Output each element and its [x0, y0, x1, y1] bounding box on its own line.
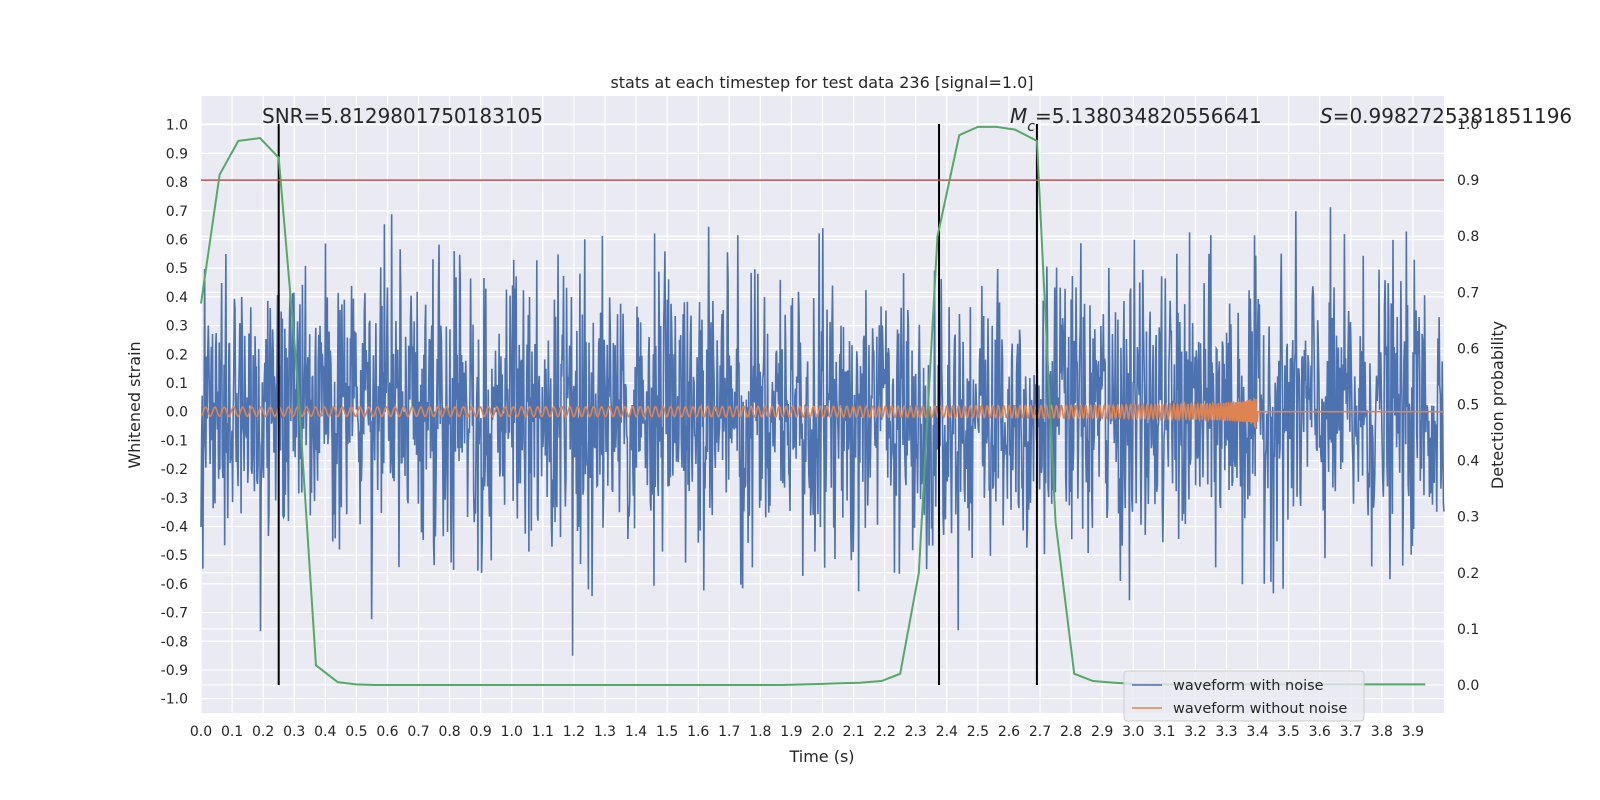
y-tick-label: 0.8	[166, 175, 188, 191]
x-tick-label: 1.6	[687, 724, 709, 740]
x-tick-label: 3.7	[1340, 724, 1362, 740]
annotation-chirp-mass-subscript: c	[1027, 119, 1035, 135]
x-tick-label: 3.1	[1153, 724, 1175, 740]
x-tick-label: 1.8	[749, 724, 771, 740]
annotation-s-symbol: S	[1320, 104, 1333, 128]
y-tick-label: 1.0	[166, 118, 188, 134]
x-tick-label: 2.9	[1091, 724, 1113, 740]
x-tick-label: 1.3	[594, 724, 616, 740]
annotation-chirp-mass-symbol: M	[1010, 104, 1027, 128]
line-waveform-without-noise	[200, 397, 1444, 429]
annotation-chirp-mass: Mc=5.138034820556641	[1010, 104, 1262, 135]
y2-tick-label: 0.7	[1457, 285, 1479, 301]
y2-tick-label: 0.1	[1457, 622, 1479, 638]
y-axis-label: Whitened strain	[125, 341, 144, 468]
x-tick-label: 0.8	[438, 724, 460, 740]
x-tick-label: 2.7	[1029, 724, 1051, 740]
x-axis-ticks: 0.0 0.1 0.2 0.3 0.4 0.5 0.6 0.7 0.8 0.9 1.0 1.1 1.2 1…	[190, 724, 1424, 740]
x-tick-label: 2.5	[967, 724, 989, 740]
x-tick-label: 1.7	[718, 724, 740, 740]
y-tick-label: -0.9	[161, 663, 188, 679]
y2-axis-ticks: 1.0 0.9 0.8 0.7 0.6 0.5 0.4 0.3 0.2 0.1 0.0	[1457, 117, 1479, 694]
legend-frame	[1123, 670, 1365, 722]
annotation-s: S=0.9982725381851196	[1320, 104, 1572, 128]
y-tick-label: -0.7	[161, 606, 188, 622]
x-tick-label: 2.8	[1060, 724, 1082, 740]
x-tick-label: 1.5	[656, 724, 678, 740]
x-tick-label: 1.0	[501, 724, 523, 740]
y-tick-label: 0.9	[166, 146, 188, 162]
legend: waveform with noise waveform without noi…	[1123, 670, 1365, 722]
x-tick-label: 1.9	[780, 724, 802, 740]
y-tick-label: -0.5	[161, 548, 188, 564]
x-tick-label: 1.4	[625, 724, 647, 740]
x-tick-label: 3.9	[1402, 724, 1424, 740]
x-tick-label: 2.6	[998, 724, 1020, 740]
x-tick-label: 3.3	[1215, 724, 1237, 740]
annotations: SNR=5.8129801750183105 Mc=5.138034820556…	[262, 104, 1572, 135]
detection-markers	[277, 124, 1038, 685]
x-axis-label: Time (s)	[788, 747, 854, 766]
y2-tick-label: 0.3	[1457, 510, 1479, 526]
y2-tick-label: 0.5	[1457, 398, 1479, 414]
y2-tick-label: 0.2	[1457, 566, 1479, 582]
annotation-s-value: =0.9982725381851196	[1333, 104, 1572, 128]
x-tick-label: 1.2	[563, 724, 585, 740]
x-tick-label: 0.0	[190, 724, 212, 740]
line-waveform-with-noise	[200, 207, 1445, 656]
y-axis-ticks: 1.0 0.9 0.8 0.7 0.6 0.5 0.4 0.3 0.2 0.1 0.0 -0.1 -0.…	[161, 118, 188, 708]
y-tick-label: 0.0	[166, 405, 188, 421]
x-tick-label: 0.9	[470, 724, 492, 740]
y-tick-label: -1.0	[161, 692, 188, 708]
series-waveform-without-noise	[200, 397, 1444, 429]
annotation-chirp-mass-value: =5.138034820556641	[1035, 104, 1262, 128]
x-tick-label: 3.4	[1246, 724, 1268, 740]
x-tick-label: 0.5	[345, 724, 367, 740]
legend-label-clean: waveform without noise	[1173, 701, 1347, 717]
y-tick-label: 0.6	[166, 232, 188, 248]
y-tick-label: 0.1	[166, 376, 188, 392]
x-tick-label: 3.8	[1371, 724, 1393, 740]
y-tick-label: 0.7	[166, 204, 188, 220]
x-tick-label: 2.0	[811, 724, 833, 740]
x-tick-label: 0.2	[252, 724, 274, 740]
y-tick-label: -0.2	[161, 462, 188, 478]
y-tick-label: 0.3	[166, 319, 188, 335]
x-tick-label: 3.5	[1277, 724, 1299, 740]
x-tick-label: 0.1	[221, 724, 243, 740]
chart-title: stats at each timestep for test data 236…	[610, 73, 1033, 92]
y-tick-label: -0.4	[161, 519, 188, 535]
x-tick-label: 3.6	[1309, 724, 1331, 740]
x-tick-label: 1.1	[532, 724, 554, 740]
y2-tick-label: 0.4	[1457, 454, 1479, 470]
legend-label-noise: waveform with noise	[1173, 678, 1324, 694]
x-tick-label: 2.3	[905, 724, 927, 740]
x-tick-label: 0.7	[407, 724, 429, 740]
y2-tick-label: 0.9	[1457, 173, 1479, 189]
x-tick-label: 3.0	[1122, 724, 1144, 740]
x-tick-label: 3.2	[1184, 724, 1206, 740]
x-tick-label: 0.6	[376, 724, 398, 740]
x-tick-label: 2.2	[874, 724, 896, 740]
y-tick-label: -0.6	[161, 577, 188, 593]
y-tick-label: -0.1	[161, 433, 188, 449]
series-waveform-with-noise	[200, 207, 1445, 656]
y-tick-label: 0.2	[166, 347, 188, 363]
y2-axis-label: Detection probability	[1488, 321, 1507, 489]
y2-tick-label: 0.8	[1457, 229, 1479, 245]
y2-tick-label: 0.6	[1457, 341, 1479, 357]
grid	[200, 96, 1444, 713]
y2-tick-label: 1.0	[1457, 117, 1479, 133]
annotation-snr: SNR=5.8129801750183105	[262, 104, 543, 128]
y-tick-label: 0.5	[166, 261, 188, 277]
x-tick-label: 0.3	[283, 724, 305, 740]
y-tick-label: -0.3	[161, 491, 188, 507]
x-tick-label: 0.4	[314, 724, 336, 740]
y-tick-label: -0.8	[161, 634, 188, 650]
y-tick-label: 0.4	[166, 290, 188, 306]
x-tick-label: 2.4	[936, 724, 958, 740]
y2-tick-label: 0.0	[1457, 678, 1479, 694]
x-tick-label: 2.1	[842, 724, 864, 740]
